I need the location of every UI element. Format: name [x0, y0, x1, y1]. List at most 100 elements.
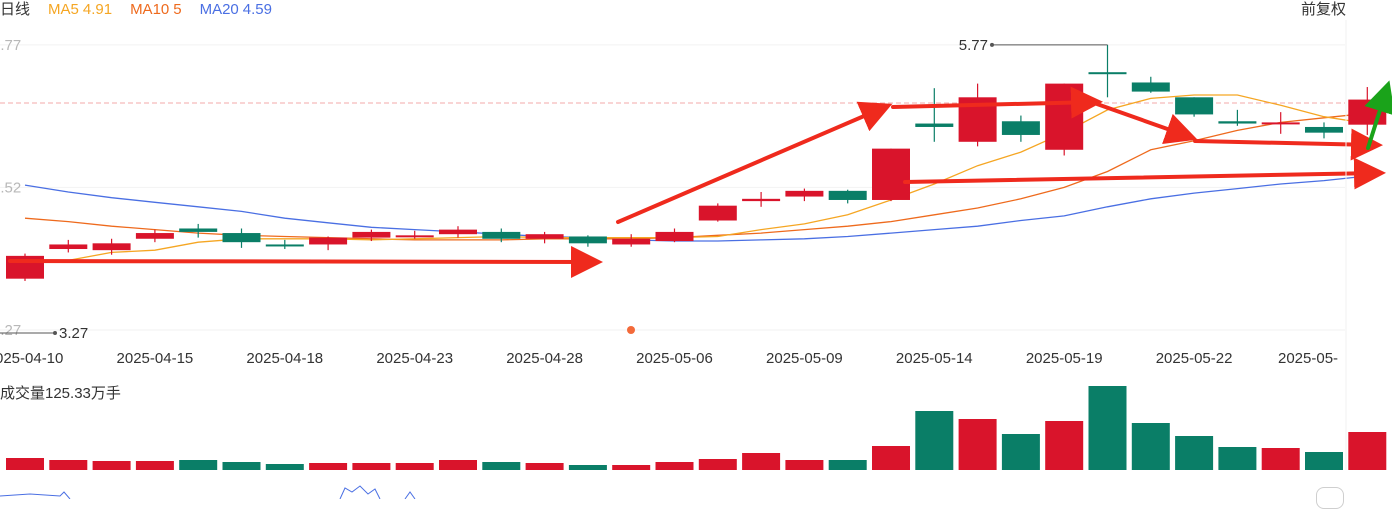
period-label: 日线 — [0, 1, 31, 18]
volume-bar — [265, 464, 304, 470]
x-axis-label: 2025-04-18 — [246, 350, 323, 367]
adjust-mode-button[interactable]: 前复权 — [1300, 1, 1346, 18]
candle-body — [1175, 97, 1214, 115]
candle-body — [92, 243, 131, 251]
candle-body — [309, 237, 348, 245]
volume-label: 成交量125.33万手 — [0, 385, 121, 402]
x-axis-label: 2025-05-09 — [766, 350, 843, 367]
indicator-trace — [0, 491, 71, 499]
volume-bar — [309, 463, 348, 470]
x-axis-label: 2025-04-15 — [117, 350, 194, 367]
candle-body — [915, 123, 954, 127]
y-axis-label: 4.52 — [0, 179, 21, 196]
red-trend-arrow — [891, 86, 1103, 119]
volume-bar — [222, 462, 261, 470]
volume-bar — [482, 462, 521, 470]
chart-scroll-button[interactable] — [1316, 487, 1344, 509]
red-trend-arrow — [903, 157, 1386, 190]
candle-body — [135, 233, 174, 239]
candle-body — [785, 190, 824, 197]
ma10-legend-label: MA10 — [130, 1, 170, 18]
candle-body — [1001, 121, 1040, 135]
red-trend-arrow — [1193, 128, 1383, 161]
low-marker-label: 3.27 — [59, 325, 88, 342]
volume-bar — [1131, 423, 1170, 470]
volume-bar — [1001, 434, 1040, 470]
candle-body — [222, 233, 261, 243]
red-trend-arrow — [1095, 102, 1198, 145]
trend-annotations — [8, 80, 1392, 278]
indicator-trace — [404, 491, 416, 499]
candle-body — [1261, 122, 1300, 125]
candle-body — [1088, 72, 1127, 75]
ma20-legend: MA20 4.59 — [200, 1, 272, 18]
candle-body — [1218, 121, 1257, 124]
volume-bar — [1088, 386, 1127, 470]
red-trend-arrow — [616, 101, 893, 224]
candle-body — [742, 198, 781, 202]
ma20-polyline — [24, 175, 1368, 242]
indicator-legend: 日线 MA5 4.91 MA10 5 MA20 4.59 — [0, 0, 290, 22]
ma10-legend: MA10 5 — [130, 1, 182, 18]
volume-bar — [698, 459, 737, 470]
green-trend-arrow — [1364, 80, 1392, 150]
volume-bar — [1348, 432, 1387, 470]
candle-body — [612, 238, 651, 245]
x-axis-label: 2025-05- — [1278, 350, 1338, 367]
volume-bar — [655, 462, 694, 470]
volume-bar — [395, 463, 434, 470]
candle-body — [352, 231, 391, 238]
volume-bar — [1175, 436, 1214, 470]
volume-bar — [785, 460, 824, 470]
extreme-markers: 5.77 3.27 — [0, 37, 1108, 342]
volume-bar — [1305, 452, 1343, 470]
candle-body — [872, 148, 910, 200]
x-axis-label: 2025-04-28 — [506, 350, 583, 367]
x-axis-label: 2025-04-23 — [376, 350, 453, 367]
x-axis-label: 2025-05-14 — [896, 350, 973, 367]
low-marker-dot — [53, 331, 57, 336]
volume-bar — [179, 460, 218, 470]
candle-body — [525, 234, 564, 239]
candle-body — [1305, 126, 1343, 133]
high-marker-dot — [990, 42, 994, 47]
x-axis-label: 2025-04-10 — [0, 350, 63, 367]
volume-bar — [1261, 448, 1300, 470]
volume-bar — [1045, 421, 1084, 470]
volume-bar — [525, 463, 564, 470]
candle-body — [265, 244, 304, 247]
volume-bar — [828, 460, 867, 470]
volume-bar — [352, 463, 391, 470]
ma10-legend-value: 5 — [173, 1, 182, 18]
x-axis-label: 2025-05-22 — [1156, 350, 1233, 367]
indicator-trace — [339, 485, 381, 499]
y-axis-label: 3.27 — [0, 322, 21, 339]
candle-body — [1045, 83, 1084, 150]
candles — [6, 44, 1387, 281]
volume-bar — [612, 465, 651, 470]
y-axis-labels: 5.77 4.52 3.27 — [0, 37, 21, 339]
volume-bars — [6, 386, 1387, 470]
red-trend-arrow — [8, 245, 603, 278]
candle-body — [439, 229, 477, 235]
volume-bar — [135, 461, 174, 470]
volume-bar — [439, 460, 477, 470]
chart-extras — [0, 20, 1347, 499]
volume-bar — [958, 419, 997, 470]
volume-bar — [872, 446, 910, 470]
volume-bar — [915, 411, 954, 470]
ma5-legend: MA5 4.91 — [48, 1, 112, 18]
candle-body — [828, 190, 867, 200]
volume-bar — [1218, 447, 1257, 470]
candle-body — [482, 231, 521, 239]
high-marker-label: 5.77 — [959, 37, 988, 54]
chart-grid — [0, 44, 1345, 331]
ma20-legend-value: 4.59 — [242, 1, 272, 18]
candle-body — [1131, 82, 1170, 92]
ma5-legend-label: MA5 — [48, 1, 79, 18]
volume-bar — [92, 461, 131, 470]
candle-body — [698, 205, 737, 221]
volume-bar — [742, 453, 781, 470]
volume-bar — [49, 460, 88, 470]
